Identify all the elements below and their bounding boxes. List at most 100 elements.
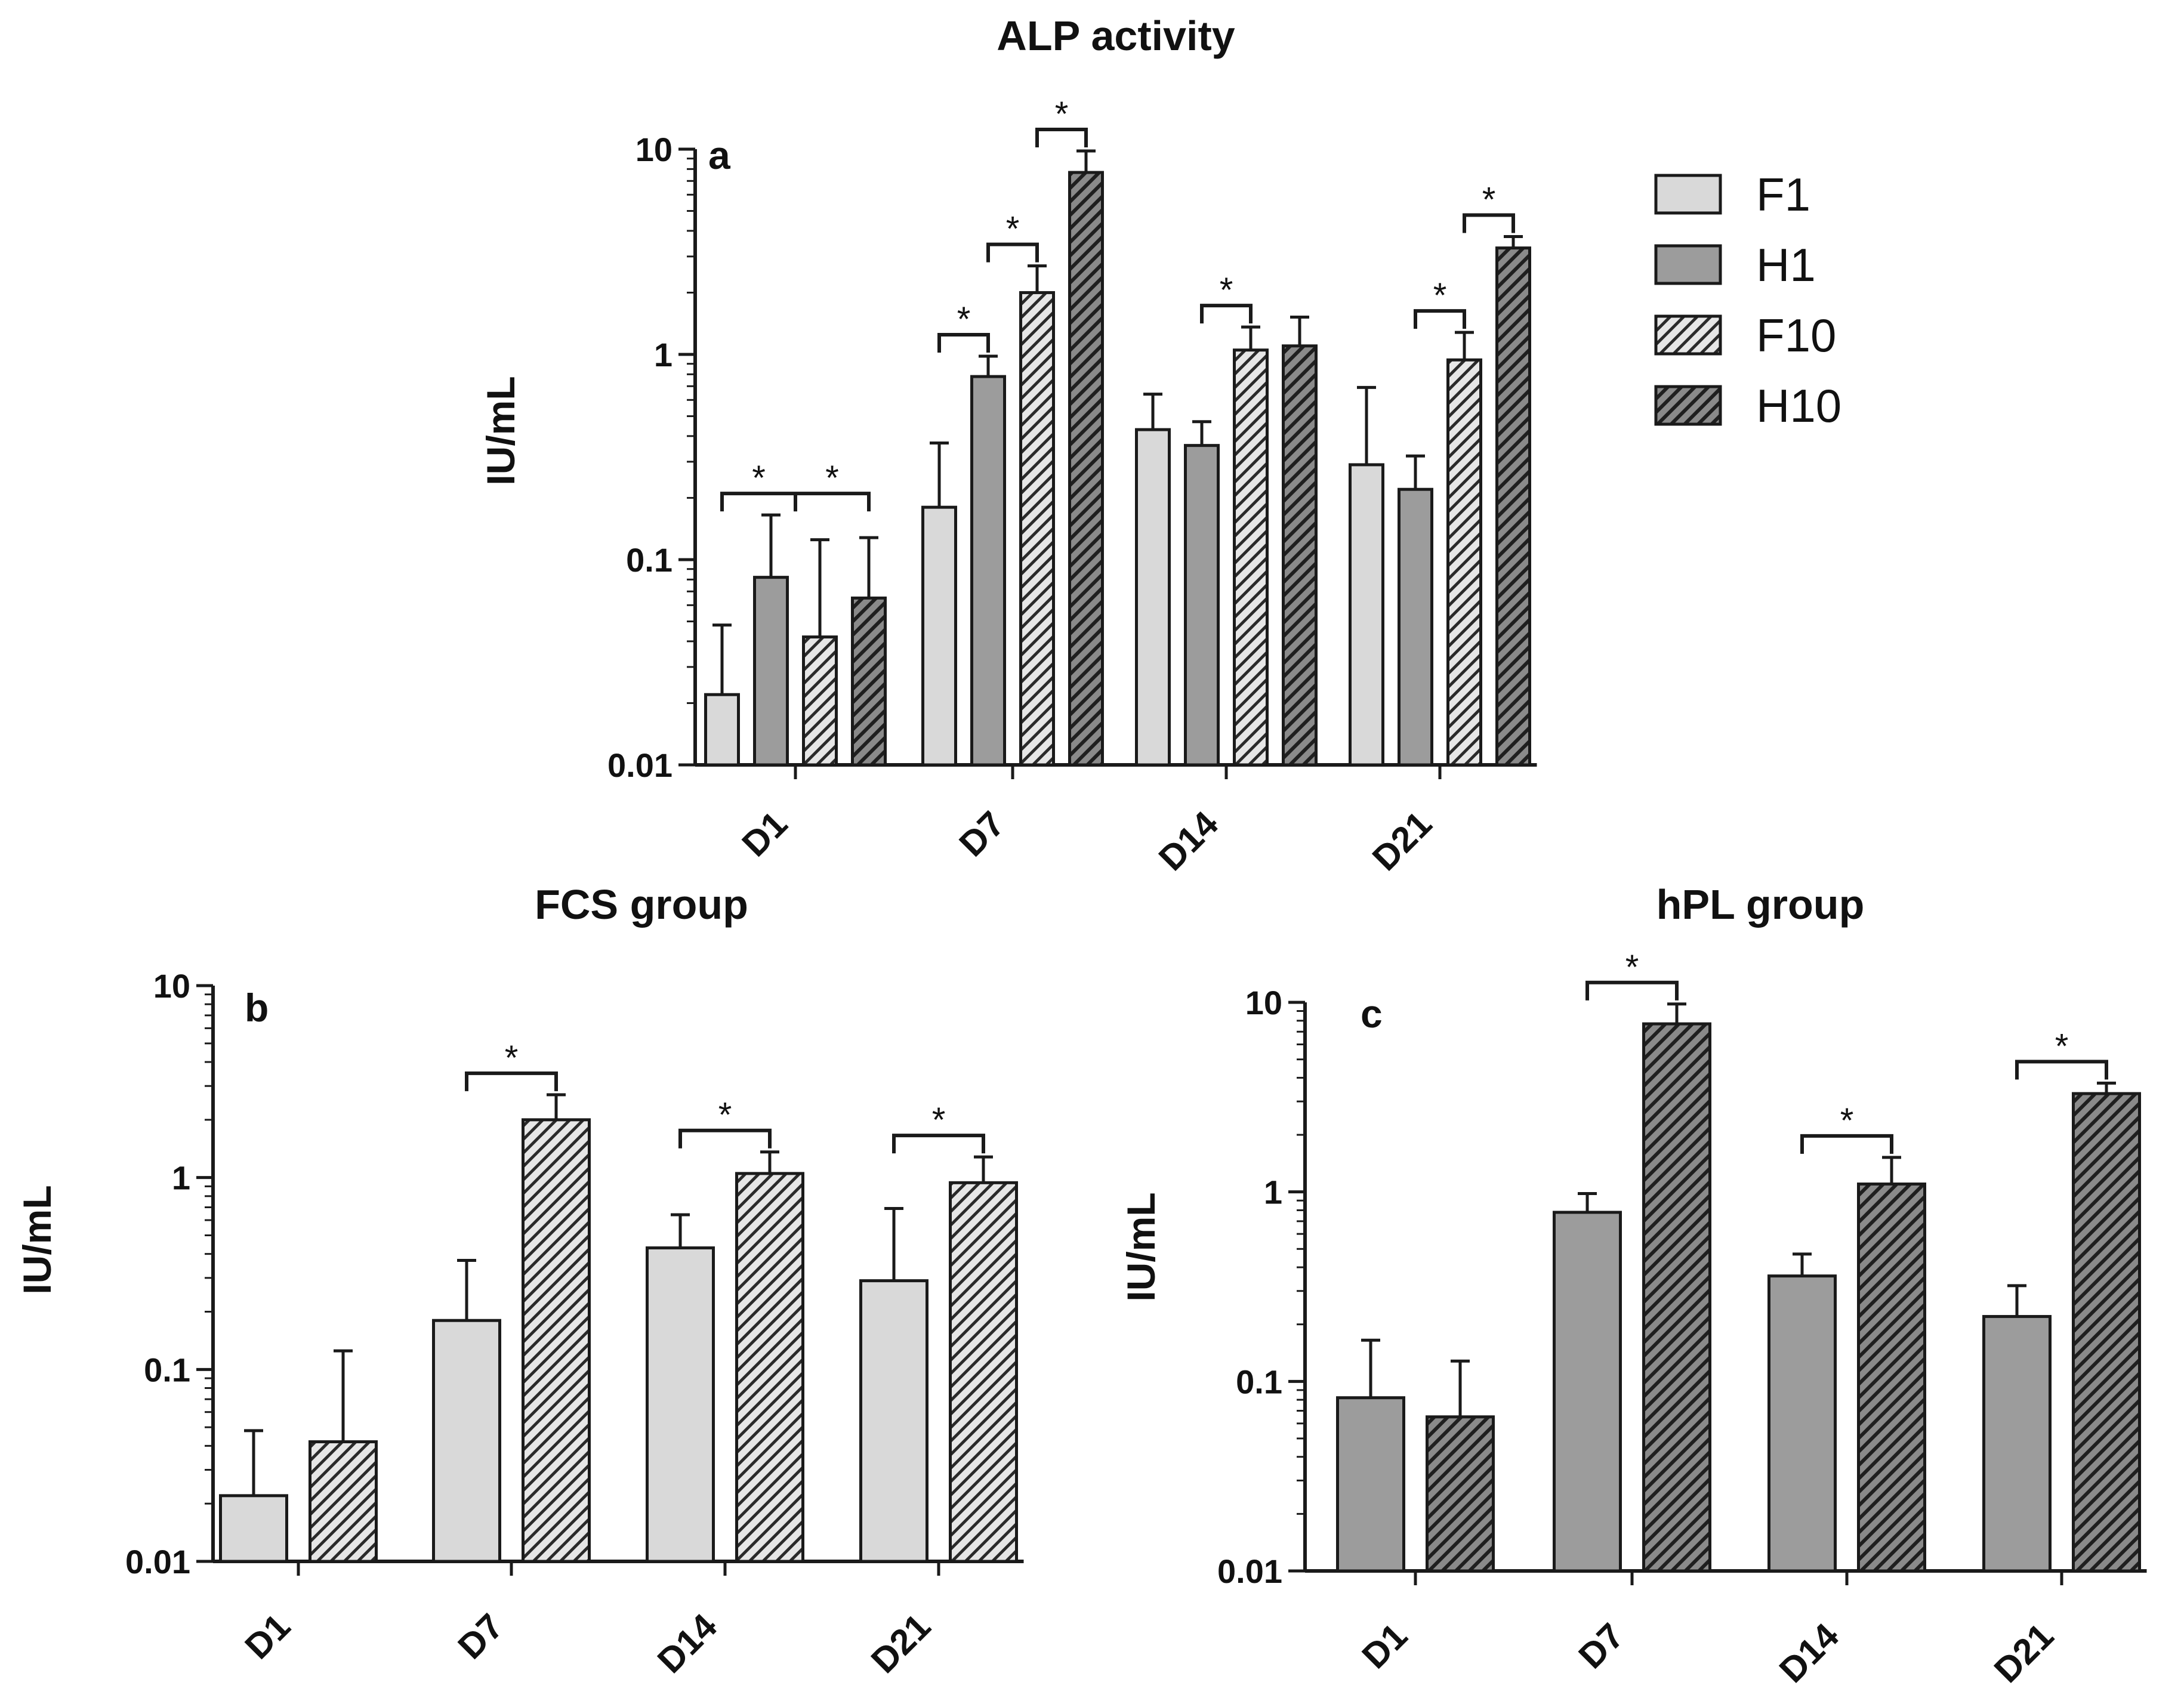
panel-c-xtick-label: D21 bbox=[1986, 1616, 2061, 1690]
panel-a-bar-f10-d1 bbox=[802, 635, 838, 767]
panel-c-xtick-label: D14 bbox=[1772, 1615, 1847, 1690]
panel-c-bar-h10-d7 bbox=[1642, 1022, 1711, 1573]
panel-b-bar-f10-d1 bbox=[309, 1440, 378, 1563]
panel-a-significance-bracket bbox=[1414, 309, 1466, 329]
legend-label-f10: F10 bbox=[1756, 309, 1836, 362]
panel-a-bar-h1-d21 bbox=[1398, 487, 1433, 767]
panel-b-bar-f10-d14 bbox=[735, 1172, 804, 1563]
legend-swatch-f1 bbox=[1654, 174, 1722, 215]
panel-b-ytick-label: 0.01 bbox=[125, 1543, 190, 1580]
panel-c-bar-h10-d21 bbox=[2072, 1092, 2141, 1573]
panel-c-title: hPL group bbox=[1656, 881, 1865, 928]
panel-a-bar-h10-d1 bbox=[851, 596, 887, 767]
panel-a-bar-h10-d14 bbox=[1282, 344, 1318, 767]
panel-b-significance-bracket bbox=[465, 1071, 558, 1091]
panel-b-bar-f1-d7 bbox=[432, 1319, 501, 1563]
panel-a-significance-star: * bbox=[1006, 210, 1020, 249]
panel-c-letter: c bbox=[1361, 992, 1383, 1036]
legend-swatch-f10 bbox=[1654, 314, 1722, 356]
panel-c-ytick-label: 10 bbox=[1245, 984, 1282, 1021]
legend-label-f1: F1 bbox=[1756, 168, 1810, 221]
panel-a-bar-f1-d7 bbox=[921, 505, 957, 767]
legend-label-h1: H1 bbox=[1756, 239, 1816, 291]
chart-panel-b: 0.01 0.1 1 10 D1 D7 D14 D21 * * * bbox=[125, 967, 1024, 1681]
panel-a-significance-star: * bbox=[957, 300, 971, 339]
panel-b-bar-f1-d14 bbox=[646, 1246, 715, 1563]
panel-a-title: ALP activity bbox=[997, 13, 1235, 59]
panel-a-significance-bracket bbox=[1035, 128, 1088, 148]
panel-b-ytick-label: 0.1 bbox=[144, 1351, 190, 1388]
panel-a-bar-f10-d7 bbox=[1019, 291, 1055, 767]
panel-c-ytick-label: 0.01 bbox=[1217, 1552, 1282, 1590]
legend: F1 H1 F10 H10 bbox=[1654, 168, 1841, 432]
panel-a-significance-bracket bbox=[1463, 213, 1515, 233]
panel-b-bar-f10-d21 bbox=[949, 1181, 1018, 1563]
panel-c-bar-h10-d1 bbox=[1426, 1415, 1495, 1573]
panel-a-bar-h1-d7 bbox=[970, 375, 1006, 767]
panel-a-bar-h10-d21 bbox=[1495, 246, 1531, 767]
panel-b-ytick-label: 1 bbox=[172, 1159, 190, 1197]
panel-c-bar-h1-d1 bbox=[1336, 1396, 1405, 1573]
panel-a-significance-star: * bbox=[752, 459, 766, 498]
panel-b-xtick-label: D14 bbox=[650, 1606, 725, 1681]
panel-b-xtick-label: D21 bbox=[863, 1606, 938, 1681]
panel-b-bar-f1-d21 bbox=[859, 1279, 928, 1563]
panel-a-significance-bracket bbox=[937, 333, 990, 353]
panel-a-significance-star: * bbox=[1433, 276, 1447, 315]
panel-a-ytick-label: 0.01 bbox=[607, 746, 673, 784]
panel-b-significance-bracket bbox=[678, 1128, 772, 1149]
panel-a-xtick-label: D7 bbox=[952, 804, 1013, 865]
panel-b-title: FCS group bbox=[535, 881, 748, 928]
chart-panel-c: 0.01 0.1 1 10 D1 D7 D14 D21 * * * bbox=[1217, 948, 2147, 1690]
panel-a-letter: a bbox=[708, 133, 731, 177]
panel-c-significance-star: * bbox=[1625, 948, 1639, 987]
panel-b-letter: b bbox=[245, 986, 269, 1030]
panel-a-significance-bracket bbox=[1200, 304, 1253, 324]
legend-swatch-h10 bbox=[1654, 385, 1722, 426]
panel-a-bar-f1-d21 bbox=[1349, 463, 1384, 767]
panel-b-ytick-label: 10 bbox=[153, 967, 190, 1005]
panel-c-significance-bracket bbox=[1585, 980, 1679, 1001]
panel-a-bar-h1-d14 bbox=[1184, 444, 1220, 767]
panel-a-ytick-label: 10 bbox=[636, 131, 673, 168]
panel-a-xtick-label: D14 bbox=[1151, 803, 1226, 878]
panel-c-ytick-label: 0.1 bbox=[1236, 1363, 1282, 1400]
panel-b-significance-star: * bbox=[505, 1039, 519, 1078]
panel-a-significance-star: * bbox=[1220, 271, 1233, 310]
panel-a-bar-f10-d21 bbox=[1446, 358, 1482, 767]
panel-a-ytick-label: 0.1 bbox=[626, 541, 673, 579]
panel-c-bar-h1-d7 bbox=[1553, 1211, 1622, 1573]
panel-a-bar-h1-d1 bbox=[753, 576, 789, 767]
panel-c-significance-bracket bbox=[1800, 1134, 1893, 1154]
panel-b-xtick-label: D1 bbox=[237, 1606, 298, 1667]
chart-panel-a: 0.01 0.1 1 10 D1 D7 D14 D21 * * * * * * * * bbox=[607, 95, 1537, 878]
panel-c-ylabel: IU/mL bbox=[1119, 1192, 1163, 1301]
panel-a-ytick-label: 1 bbox=[654, 336, 673, 373]
panel-a-bar-h10-d7 bbox=[1068, 171, 1104, 767]
legend-swatch-h1 bbox=[1654, 244, 1722, 285]
panel-a-bar-f1-d1 bbox=[704, 693, 740, 767]
panel-b-bar-f10-d7 bbox=[522, 1118, 591, 1563]
panel-a-significance-bracket bbox=[986, 242, 1039, 263]
panel-c-significance-bracket bbox=[2015, 1060, 2108, 1080]
panel-b-significance-bracket bbox=[892, 1134, 985, 1154]
panel-c-bar-h10-d14 bbox=[1857, 1183, 1926, 1573]
panel-a-bar-f10-d14 bbox=[1233, 348, 1269, 767]
panel-c-ytick-label: 1 bbox=[1264, 1174, 1282, 1211]
panel-a-ylabel: IU/mL bbox=[479, 376, 523, 485]
panel-c-xtick-label: D7 bbox=[1571, 1616, 1632, 1677]
panel-c-bar-h1-d14 bbox=[1767, 1274, 1837, 1573]
panel-b-significance-star: * bbox=[932, 1101, 946, 1140]
panel-a-xtick-label: D1 bbox=[735, 804, 795, 865]
panel-a-significance-star: * bbox=[1055, 95, 1069, 134]
panel-c-xtick-label: D1 bbox=[1355, 1616, 1415, 1677]
panel-a-xtick-label: D21 bbox=[1365, 804, 1439, 878]
panel-a-significance-star: * bbox=[1482, 181, 1496, 220]
panel-a-significance-star: * bbox=[825, 459, 839, 498]
panel-b-ylabel: IU/mL bbox=[15, 1185, 59, 1294]
panel-b-bar-f1-d1 bbox=[219, 1494, 288, 1563]
panel-b-significance-star: * bbox=[718, 1096, 732, 1135]
legend-label-h10: H10 bbox=[1756, 379, 1841, 432]
panel-c-bar-h1-d21 bbox=[1982, 1315, 2052, 1573]
